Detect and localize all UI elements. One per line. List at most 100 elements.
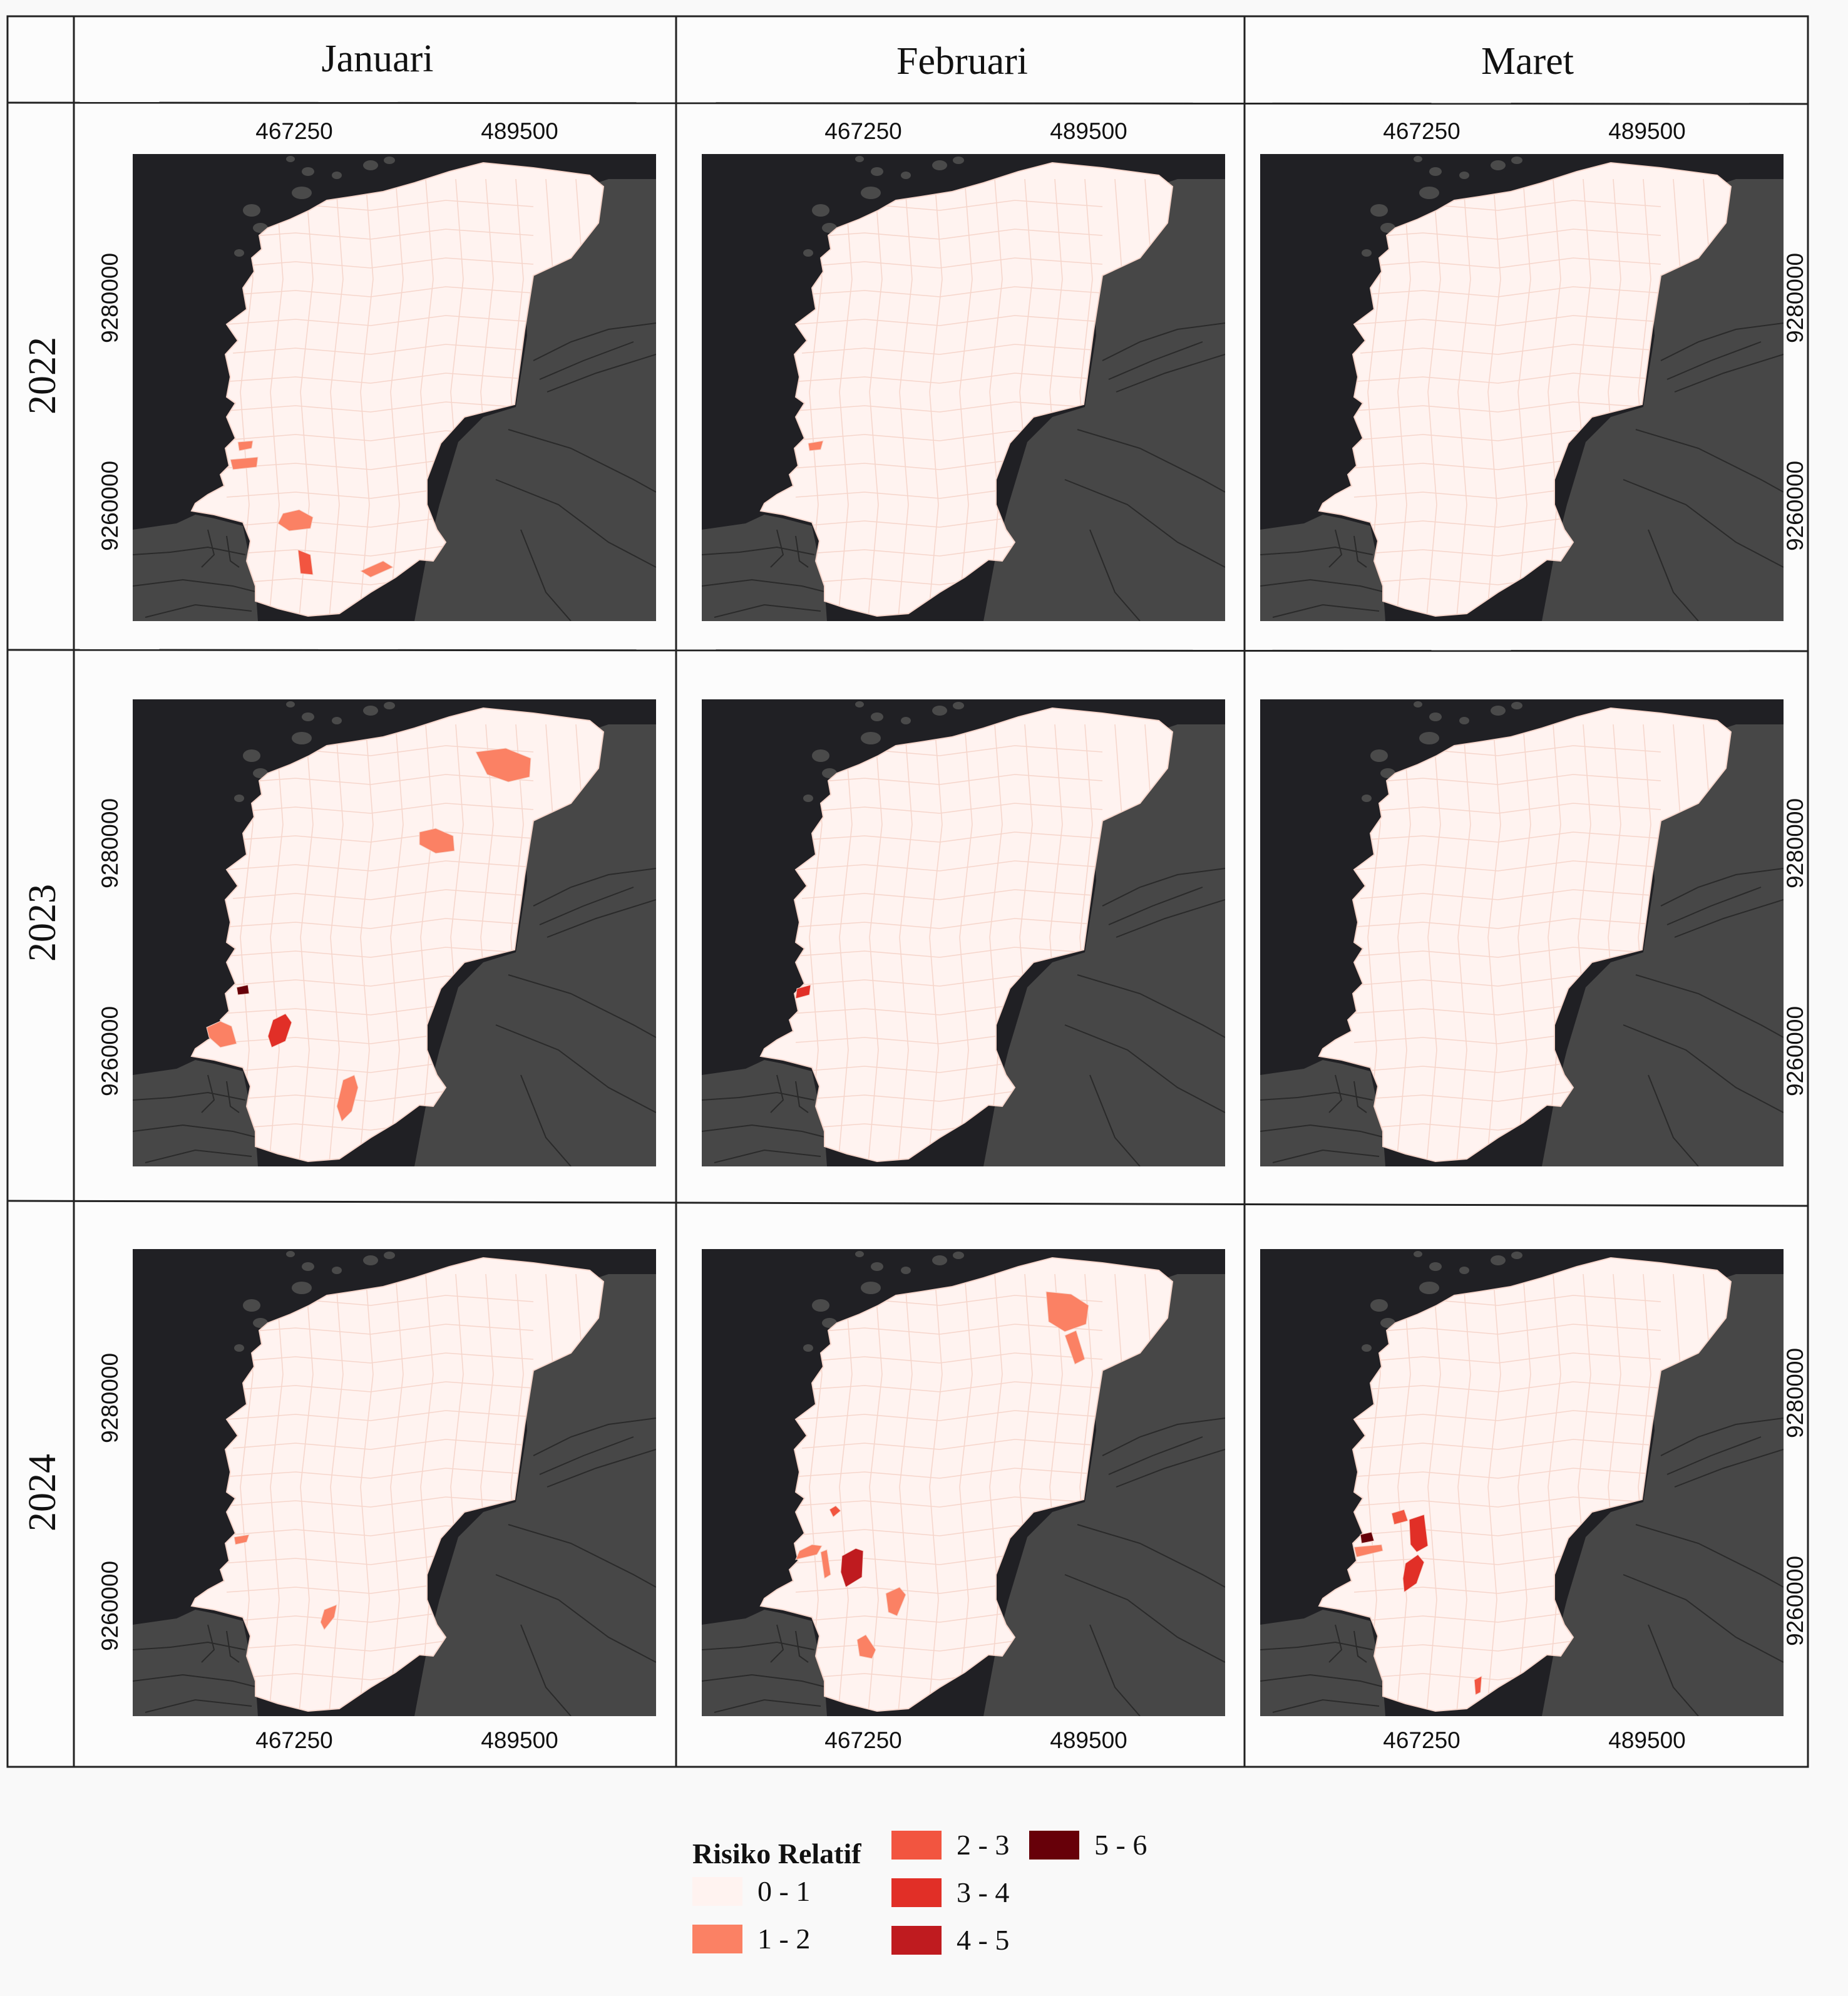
island <box>384 1252 395 1259</box>
y-tick-label-right: 9280000 <box>1782 1348 1808 1438</box>
island <box>953 1252 964 1259</box>
highlighted-district <box>829 1505 841 1518</box>
river-line <box>702 579 828 593</box>
outside-land <box>1260 515 1385 621</box>
river-line <box>1260 1124 1386 1138</box>
river-line <box>1272 604 1380 618</box>
legend: Risiko Relatif 0 - 1 1 - 2 2 - 3 3 - 4 4… <box>692 1828 1168 1972</box>
river-line <box>1660 322 1784 361</box>
legend-label: 4 - 5 <box>957 1924 1010 1956</box>
study-area <box>190 1257 605 1712</box>
y-tick-label-right: 9260000 <box>1782 461 1808 551</box>
highlighted-district <box>840 1548 864 1588</box>
outside-land <box>983 1274 1225 1716</box>
study-area <box>190 707 605 1163</box>
river-line <box>520 529 572 621</box>
map-panel-2024-februari <box>702 1249 1225 1716</box>
island <box>1362 1344 1372 1352</box>
river-line <box>1623 1574 1784 1663</box>
highlighted-district <box>237 440 254 451</box>
study-area <box>1318 162 1732 617</box>
island <box>363 706 378 716</box>
island <box>812 1299 829 1312</box>
island <box>953 702 964 709</box>
river-line <box>1102 868 1225 907</box>
river-line <box>1108 341 1203 380</box>
x-tick-label-top: 467250 <box>1383 118 1460 144</box>
highlighted-district <box>359 560 394 578</box>
river-line <box>226 1630 240 1663</box>
island <box>855 701 864 707</box>
y-tick-label-left: 9280000 <box>97 1353 123 1443</box>
river-line <box>702 546 815 555</box>
y-tick-label-right: 9260000 <box>1782 1006 1808 1096</box>
river-line <box>533 322 656 361</box>
study-area <box>1318 707 1732 1163</box>
river-line <box>714 1149 821 1163</box>
river-line <box>1116 899 1225 938</box>
island <box>302 712 314 721</box>
outside-land <box>1542 1274 1784 1716</box>
river-line <box>770 529 784 568</box>
island <box>1362 795 1372 802</box>
outside-land <box>1260 1060 1385 1166</box>
island <box>243 749 260 762</box>
island <box>855 1251 864 1257</box>
island <box>901 717 911 724</box>
island <box>1362 249 1372 257</box>
river-line <box>1648 1624 1699 1716</box>
legend-swatch <box>692 1925 742 1953</box>
river-line <box>133 1091 246 1101</box>
outside-land <box>1542 724 1784 1166</box>
island <box>932 1255 947 1265</box>
river-line <box>133 1674 259 1688</box>
x-tick-label-bottom: 489500 <box>481 1727 558 1753</box>
outside-land <box>1542 179 1784 621</box>
legend-swatch <box>891 1926 942 1955</box>
highlighted-district <box>1474 1675 1482 1695</box>
highlighted-district <box>230 456 259 470</box>
island <box>286 156 295 162</box>
map-panel-2022-februari <box>702 154 1225 621</box>
river-line <box>1648 1074 1699 1166</box>
row-title-2022: 2022 <box>21 337 64 414</box>
x-tick-label-top: 467250 <box>255 118 332 144</box>
x-tick-label-top: 489500 <box>481 118 558 144</box>
river-line <box>1648 529 1699 621</box>
river-line <box>770 1074 784 1113</box>
island <box>363 160 378 170</box>
highlighted-district <box>808 440 824 451</box>
outside-land <box>133 1610 258 1716</box>
y-tick-label-left: 9260000 <box>97 1006 123 1096</box>
river-line <box>1260 1641 1373 1650</box>
outside-land <box>133 1060 258 1166</box>
river-line <box>520 1074 572 1166</box>
y-tick-label-right: 9260000 <box>1782 1556 1808 1646</box>
river-line <box>1108 1436 1203 1475</box>
island <box>871 1262 883 1271</box>
highlighted-district <box>236 984 250 995</box>
river-line <box>714 604 821 618</box>
legend-swatch <box>891 1831 942 1860</box>
river-line <box>1064 1574 1225 1663</box>
study-area <box>190 162 605 617</box>
island <box>1511 1252 1522 1259</box>
island <box>901 172 911 179</box>
x-tick-label-bottom: 489500 <box>1608 1727 1685 1753</box>
river-line <box>547 899 656 938</box>
highlighted-district <box>419 828 455 854</box>
island <box>1491 706 1506 716</box>
river-line <box>1102 322 1225 361</box>
island <box>932 160 947 170</box>
river-line <box>1635 429 1784 493</box>
river-line <box>1260 546 1373 555</box>
island <box>1414 701 1422 707</box>
island <box>932 706 947 716</box>
river-line <box>508 974 656 1038</box>
island <box>1491 160 1506 170</box>
river-line <box>226 535 240 568</box>
island <box>812 204 829 217</box>
island <box>384 702 395 709</box>
river-line <box>533 1417 656 1456</box>
river-line <box>1635 1524 1784 1588</box>
